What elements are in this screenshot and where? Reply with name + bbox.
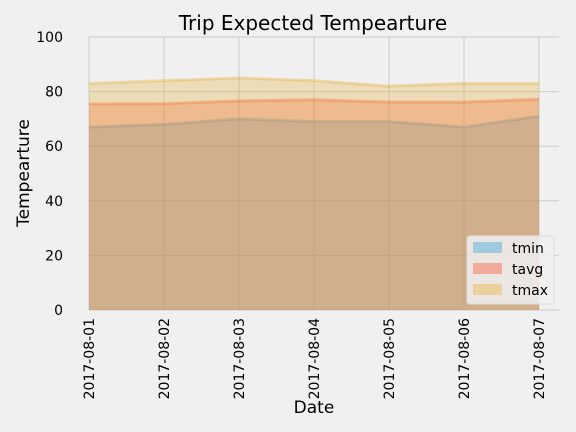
legend-swatch-tavg <box>473 263 502 274</box>
x-tick-label: 2017-08-05 <box>382 318 398 399</box>
area-series <box>88 76 540 310</box>
y-tick-label: 20 <box>45 248 63 264</box>
legend-label-tmax: tmax <box>512 283 548 299</box>
y-tick-label: 100 <box>36 30 63 46</box>
y-tick-labels: 0 20 40 60 80 100 <box>36 30 63 319</box>
x-tick-label: 2017-08-07 <box>532 318 548 399</box>
legend-box <box>466 235 555 305</box>
legend: tmin tavg tmax <box>466 235 555 305</box>
area-tmax <box>89 77 539 310</box>
grid <box>88 36 559 311</box>
area-tavg <box>89 99 539 310</box>
x-tick-label: 2017-08-04 <box>307 318 323 399</box>
area-tmin <box>89 116 539 310</box>
legend-label-tmin: tmin <box>512 241 544 257</box>
legend-swatch-tmax <box>473 284 502 295</box>
x-tick-labels: 2017-08-01 2017-08-02 2017-08-03 2017-08-04… <box>82 318 548 399</box>
y-tick-label: 60 <box>45 139 63 155</box>
chart-title: Trip Expected Tempearture <box>178 11 447 35</box>
x-tick-label: 2017-08-01 <box>82 318 98 399</box>
x-axis-label: Date <box>294 398 335 418</box>
line-tavg <box>88 97 540 106</box>
x-tick-label: 2017-08-06 <box>457 318 473 399</box>
line-tmin <box>88 114 540 129</box>
y-axis-label: Tempearture <box>14 119 34 228</box>
line-tmax <box>88 76 539 88</box>
y-tick-label: 80 <box>45 85 63 101</box>
legend-label-tavg: tavg <box>512 262 543 278</box>
x-tick-label: 2017-08-03 <box>232 318 248 399</box>
legend-swatch-tmin <box>473 242 502 253</box>
y-tick-label: 40 <box>45 194 63 210</box>
y-tick-label: 0 <box>54 303 63 319</box>
x-tick-label: 2017-08-02 <box>157 318 173 399</box>
